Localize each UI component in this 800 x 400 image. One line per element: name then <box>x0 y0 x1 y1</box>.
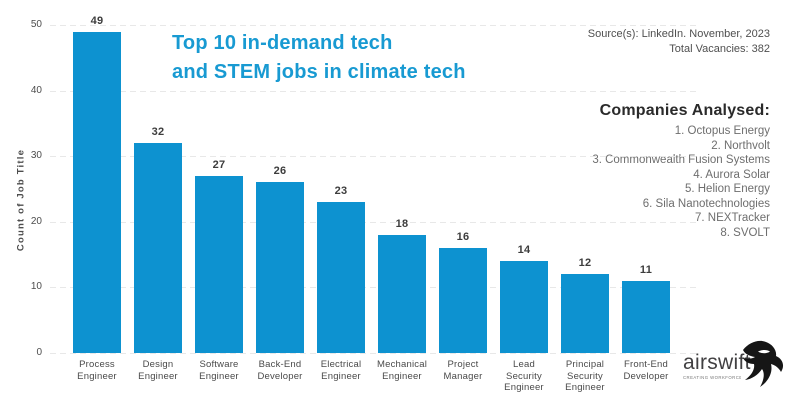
bar-project-manager: 16 <box>439 231 487 353</box>
y-tick-label: 40 <box>30 84 42 96</box>
bar-mechanical-engineer: 18 <box>378 218 426 353</box>
total-vacancies: Total Vacancies: 382 <box>669 43 770 55</box>
y-axis-label: Count of Job Title <box>15 148 27 252</box>
companies-analysed: Companies Analysed: 1. Octopus Energy 2. … <box>592 102 770 240</box>
x-category-label: Process Engineer <box>77 359 117 382</box>
airswift-tagline: CREATING WORKFORCE SOLUTIONS <box>683 375 741 380</box>
company-item: 4. Aurora Solar <box>693 168 770 181</box>
y-tick-label: 30 <box>30 150 42 162</box>
company-item: 7. NEXTracker <box>695 212 770 224</box>
x-category-label: Back-End Developer <box>257 359 303 382</box>
company-item: 2. Northvolt <box>711 139 770 152</box>
bar-software-engineer: 27 <box>195 159 243 353</box>
x-category-label: Electrical Engineer <box>320 359 362 382</box>
bar-value-label: 27 <box>212 158 226 171</box>
bar-value-label: 23 <box>334 185 348 198</box>
bar-lead-security-engineer: 14 <box>500 244 548 353</box>
bar-value-label: 12 <box>578 257 592 270</box>
company-item: 1. Octopus Energy <box>674 125 770 137</box>
company-item: 8. SVOLT <box>720 226 770 239</box>
bar-value-label: 26 <box>273 165 287 178</box>
bar-electrical-engineer: 23 <box>317 185 365 353</box>
gridline <box>50 287 700 289</box>
swift-bird-icon <box>743 340 784 387</box>
x-category-label: Principal Security Engineer <box>565 359 605 393</box>
bar-design-engineer: 32 <box>134 126 182 353</box>
airswift-wordmark: airswift <box>683 351 751 374</box>
company-item: 5. Helion Energy <box>684 183 770 195</box>
y-tick-label: 50 <box>30 19 42 30</box>
company-item: 6. Sila Nanotechnologies <box>642 197 770 210</box>
bar-process-engineer: 49 <box>73 15 121 353</box>
bar-value-label: 16 <box>456 231 470 244</box>
x-category-label: Software Engineer <box>199 359 239 382</box>
x-category-label: Mechanical Engineer <box>376 359 428 382</box>
bar-value-label: 49 <box>90 14 104 27</box>
y-tick-label: 0 <box>36 347 42 358</box>
airswift-logo: airswift CREATING WORKFORCE SOLUTIONS <box>683 340 800 400</box>
x-category-label: Lead Security Engineer <box>504 359 544 393</box>
gridline <box>50 353 700 354</box>
gridline <box>50 25 700 26</box>
gridline <box>50 90 700 92</box>
y-tick-label: 20 <box>30 215 42 227</box>
x-category-label: Front-End Developer <box>623 359 669 382</box>
x-category-label: Project Manager <box>443 359 483 382</box>
chart-title: Top 10 in-demand tech and STEM jobs in c… <box>172 29 466 87</box>
companies-heading: Companies Analysed: <box>599 102 770 119</box>
bar-principal-security-engineer: 12 <box>561 257 609 353</box>
gridline <box>50 221 700 223</box>
bar-front-end-developer: 11 <box>622 264 670 353</box>
bar-value-label: 18 <box>395 217 409 230</box>
bar-back-end-developer: 26 <box>256 165 304 353</box>
bar-value-label: 11 <box>639 263 653 276</box>
companies-list: 1. Octopus Energy 2. Northvolt 3. Commonwe… <box>592 124 770 240</box>
bar-value-label: 32 <box>151 126 165 139</box>
bar-value-label: 14 <box>517 244 531 257</box>
chart-title-line1: Top 10 in-demand tech <box>172 32 393 54</box>
gridline <box>50 156 700 158</box>
source-line: Source(s): LinkedIn. November, 2023 <box>587 28 770 40</box>
plot-area: 49 32 27 26 23 18 16 14 12 11 <box>50 15 700 354</box>
x-category-label: Design Engineer <box>138 359 178 382</box>
chart-title-line2: and STEM jobs in climate tech <box>172 61 466 83</box>
y-tick-label: 10 <box>30 281 42 293</box>
source-note: Source(s): LinkedIn. November, 2023 Tota… <box>588 27 770 57</box>
